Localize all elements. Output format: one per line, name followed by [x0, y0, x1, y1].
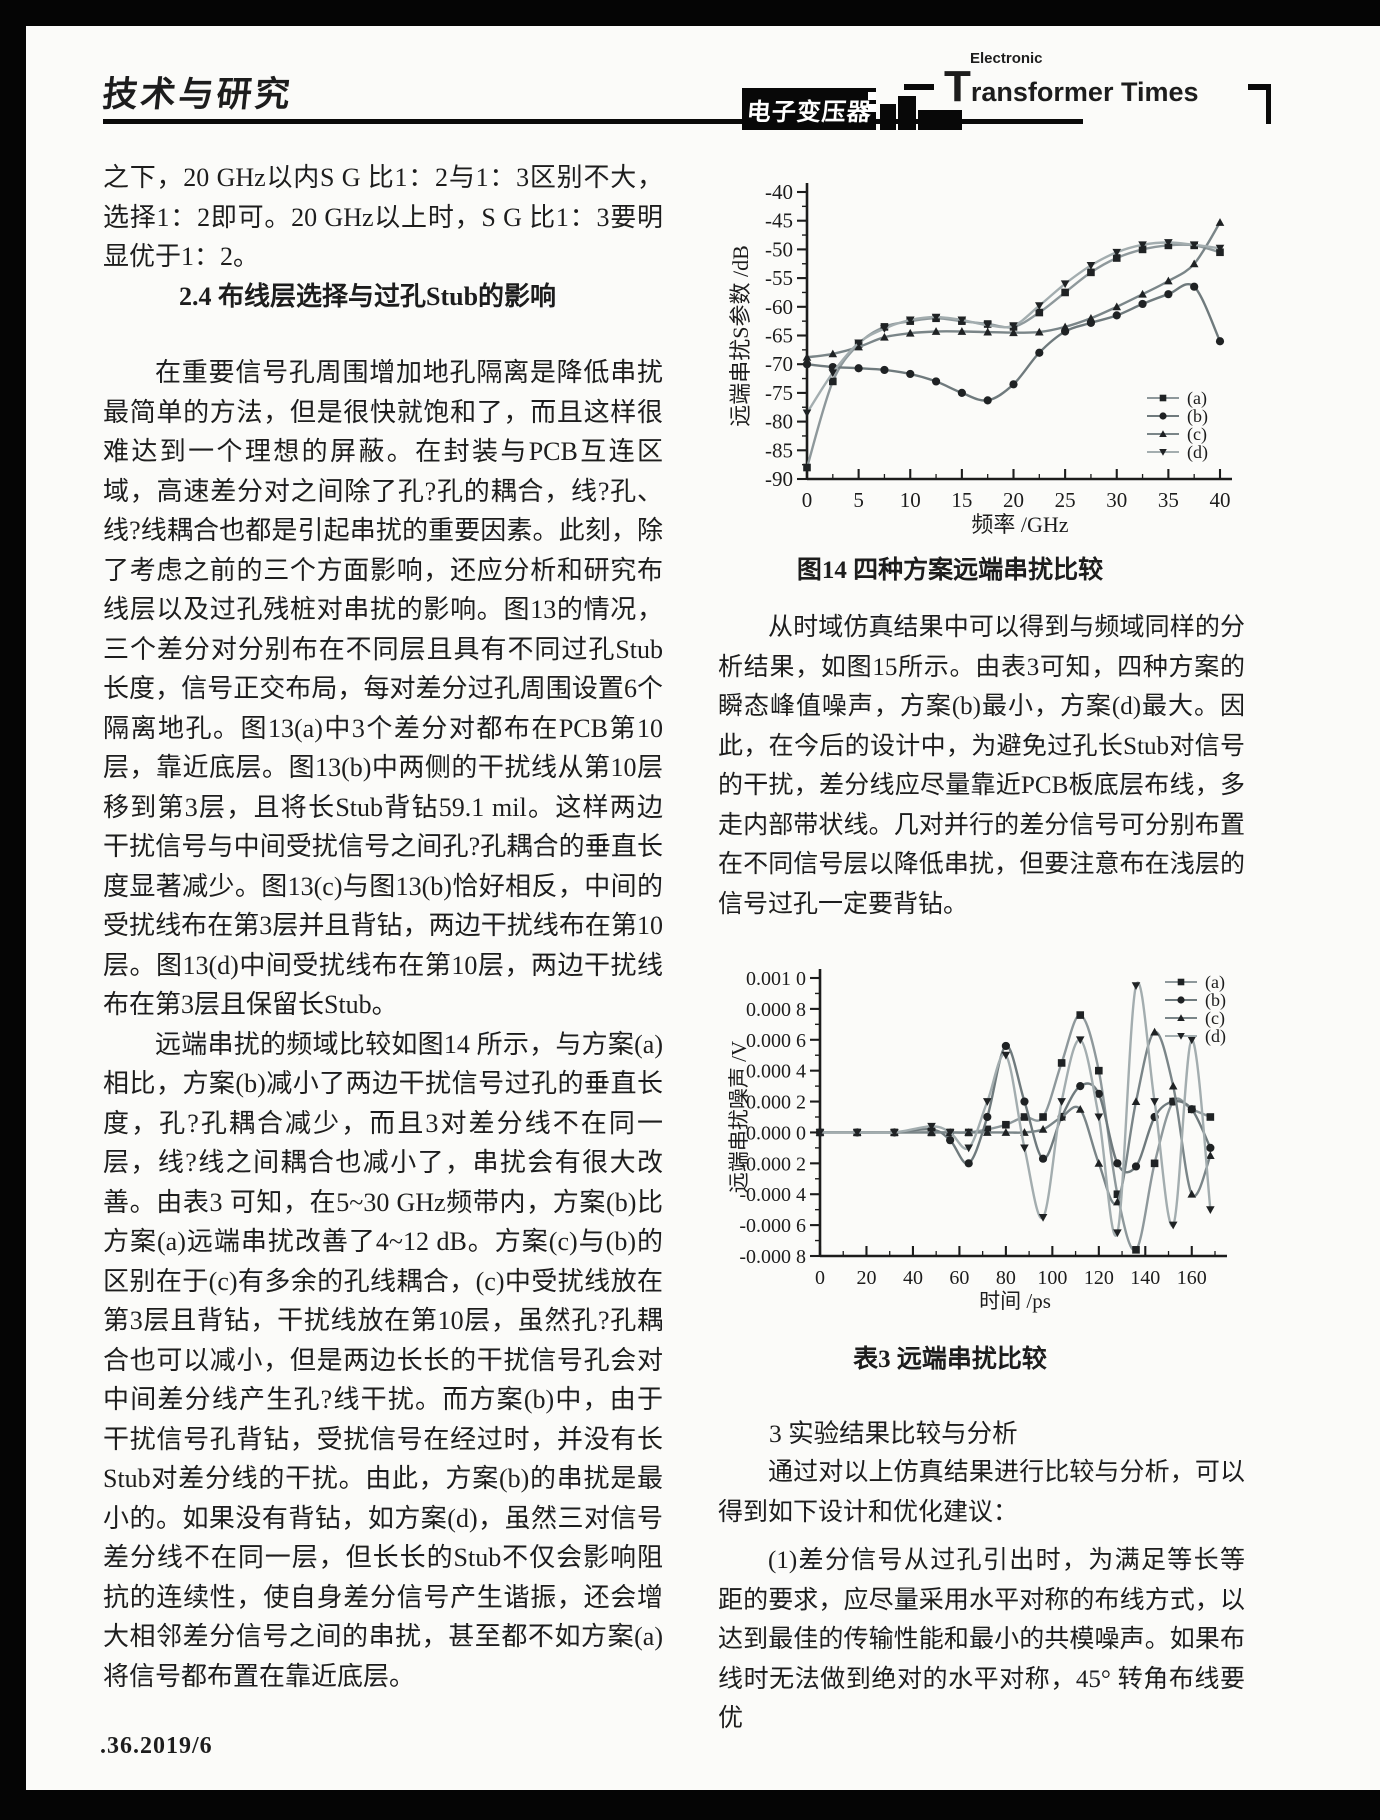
svg-text:0.000 0: 0.000 0 [746, 1122, 806, 1144]
logo-cn-mini-glyphs [868, 92, 876, 100]
svg-text:30: 30 [1106, 488, 1127, 512]
svg-text:-0.000 6: -0.000 6 [739, 1215, 806, 1237]
journal-logo-main-text: Transformer Times [944, 62, 1199, 111]
figure14-frequency-domain-chart: -40 -45 -50 -55 -60 -65 -70 -75 -80 -85 -90 0 5 10 15 2… [728, 180, 1232, 537]
logo-step-block [898, 96, 916, 130]
section-heading-2-4: 2.4 布线层选择与过孔Stub的影响 [179, 281, 557, 311]
svg-text:频率 /GHz: 频率 /GHz [971, 512, 1068, 537]
svg-text:35: 35 [1158, 488, 1179, 512]
para-summary: 通过对以上仿真结果进行比较与分析，可以得到如下设计和优化建议： [718, 1459, 1245, 1526]
left-column: 之下，20 GHz以内S G 比1：2与1：3区别不大，选择1：2即可。20 G… [103, 158, 663, 1696]
svg-text:40: 40 [903, 1267, 923, 1289]
figure14-caption: 图14 四种方案远端串扰比较 [796, 557, 1104, 584]
journal-logo-small-text: Electronic [970, 50, 1043, 67]
svg-text:-85: -85 [765, 438, 793, 462]
logo-step-block [880, 104, 896, 130]
scan-border-bottom [0, 1790, 1380, 1820]
svg-text:远端串扰S参数 /dB: 远端串扰S参数 /dB [728, 245, 753, 427]
svg-text:(b): (b) [1187, 406, 1208, 427]
logo-cn-mini-glyphs [868, 104, 876, 112]
svg-text:100: 100 [1037, 1267, 1067, 1289]
svg-text:0.000 8: 0.000 8 [746, 999, 806, 1021]
svg-text:-55: -55 [765, 266, 793, 290]
svg-text:远端串扰噪声 /V: 远端串扰噪声 /V [727, 1041, 751, 1193]
svg-text:120: 120 [1084, 1267, 1114, 1289]
svg-text:0: 0 [802, 488, 813, 512]
svg-text:-0.000 2: -0.000 2 [739, 1153, 806, 1175]
svg-text:160: 160 [1177, 1267, 1207, 1289]
svg-text:-50: -50 [765, 237, 793, 261]
svg-text:0.000 4: 0.000 4 [746, 1061, 806, 1083]
para-item1: (1)差分信号从过孔引出时，为满足等长等距的要求，应尽量采用水平对称的布线方式，… [718, 1547, 1245, 1732]
svg-text:-45: -45 [765, 209, 793, 233]
svg-text:0.001 0: 0.001 0 [746, 968, 806, 990]
header-rule [103, 119, 1083, 124]
svg-text:(b): (b) [1205, 990, 1226, 1011]
svg-text:20: 20 [856, 1267, 876, 1289]
para-far-end-crosstalk: 远端串扰的频域比较如图14 所示，与方案(a)相比，方案(b)减小了两边干扰信号… [103, 1029, 663, 1691]
scan-border-top [0, 0, 1380, 26]
svg-text:-40: -40 [765, 180, 793, 204]
svg-text:0: 0 [815, 1267, 825, 1289]
svg-text:10: 10 [900, 488, 921, 512]
svg-text:时间 /ps: 时间 /ps [979, 1289, 1051, 1313]
svg-text:-65: -65 [765, 324, 793, 348]
svg-text:20: 20 [1003, 488, 1024, 512]
svg-text:(d): (d) [1205, 1026, 1226, 1047]
svg-text:140: 140 [1130, 1267, 1160, 1289]
section-label: 技术与研究 [100, 75, 295, 114]
svg-text:25: 25 [1055, 488, 1076, 512]
svg-text:5: 5 [853, 488, 864, 512]
logo-corner-line [1266, 84, 1271, 124]
svg-text:(a): (a) [1187, 388, 1207, 409]
svg-text:0.000 6: 0.000 6 [746, 1030, 806, 1052]
svg-text:-75: -75 [765, 381, 793, 405]
svg-text:-80: -80 [765, 410, 793, 434]
page-number: .36.2019/6 [100, 1733, 213, 1759]
logo-dash-left [904, 84, 934, 90]
svg-text:40: 40 [1210, 488, 1231, 512]
para-time-domain: 从时域仿真结果中可以得到与频域同样的分析结果，如图15所示。由表3可知，四种方案… [718, 614, 1245, 918]
logo-step-block [918, 110, 962, 130]
svg-text:(c): (c) [1187, 424, 1207, 445]
svg-text:15: 15 [951, 488, 972, 512]
svg-text:(a): (a) [1205, 972, 1225, 993]
svg-text:-0.000 4: -0.000 4 [739, 1184, 806, 1206]
para-routing-layers: 在重要信号孔周围增加地孔隔离是降低串扰最简单的方法，但是很快就饱和了，而且这样很… [103, 358, 663, 1019]
logo-dash-right [1248, 84, 1270, 90]
svg-text:-90: -90 [765, 467, 793, 491]
section-heading-3: 3 实验结果比较与分析 [769, 1419, 1018, 1448]
para-continuation: 之下，20 GHz以内S G 比1：2与1：3区别不大，选择1：2即可。20 G… [103, 163, 663, 271]
svg-text:-70: -70 [765, 352, 793, 376]
table3-caption: 表3 远端串扰比较 [853, 1346, 1047, 1373]
scan-border-left [0, 0, 26, 1820]
svg-text:(d): (d) [1187, 442, 1208, 463]
svg-text:-0.000 8: -0.000 8 [739, 1246, 806, 1268]
journal-cn-logo-box: 电子变压器 [742, 88, 876, 130]
svg-text:60: 60 [949, 1267, 969, 1289]
figure15-time-domain-chart: 0.001 0 0.000 8 0.000 6 0.000 4 0.000 2 0.000… [727, 968, 1227, 1313]
svg-text:(c): (c) [1205, 1008, 1225, 1029]
svg-text:80: 80 [996, 1267, 1016, 1289]
journal-cn-logo-text: 电子变压器 [745, 98, 873, 126]
svg-text:0.000 2: 0.000 2 [746, 1092, 806, 1114]
svg-text:-60: -60 [765, 295, 793, 319]
